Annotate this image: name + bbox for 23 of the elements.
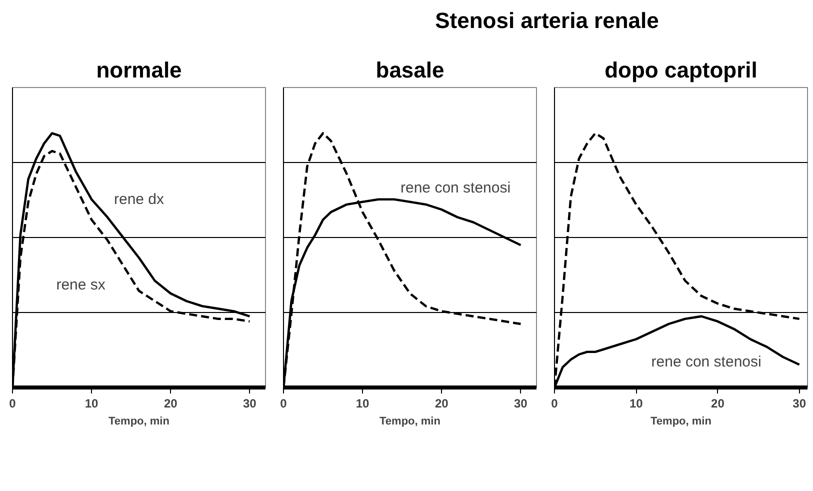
annotation: rene con stenosi bbox=[400, 180, 511, 196]
chart-title: dopo captopril bbox=[604, 58, 758, 82]
annotation: rene dx bbox=[114, 190, 165, 208]
x-tick-label: 30 bbox=[514, 396, 528, 410]
x-axis-title: Tempo, min bbox=[650, 416, 712, 428]
x-tick-label: 20 bbox=[434, 396, 449, 410]
x-tick-label: 20 bbox=[711, 396, 725, 410]
x-tick-label: 0 bbox=[280, 396, 288, 410]
chart-title: normale bbox=[96, 58, 182, 82]
x-tick-label: 30 bbox=[243, 396, 257, 410]
x-tick-label: 10 bbox=[356, 396, 370, 410]
x-axis-title: Tempo, min bbox=[108, 416, 170, 428]
annotation: rene con stenosi bbox=[651, 353, 762, 370]
x-tick-label: 10 bbox=[84, 396, 99, 410]
x-axis-title: Tempo, min bbox=[380, 416, 441, 428]
x-tick-label: 20 bbox=[164, 396, 178, 410]
x-tick-label: 0 bbox=[9, 396, 16, 410]
chart-title: basale bbox=[376, 58, 444, 82]
x-tick-label: 0 bbox=[551, 396, 558, 410]
x-tick-label: 10 bbox=[629, 396, 644, 410]
x-tick-label: 30 bbox=[792, 396, 806, 410]
annotation: rene sx bbox=[56, 276, 106, 294]
text: Stenosi arteria renale bbox=[435, 7, 659, 35]
